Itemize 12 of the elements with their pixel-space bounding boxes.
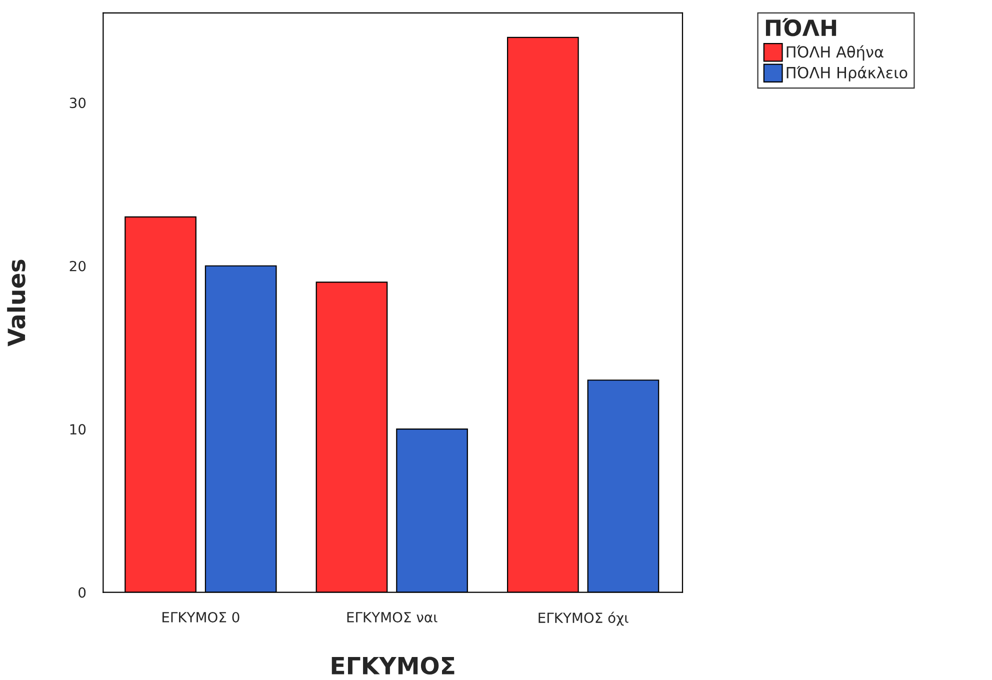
legend-label: ΠΌΛΗ Αθήνα [786,45,884,61]
x-axis-title: ΕΓΚΥΜΟΣ [332,656,454,675]
y-tick-label: 10 [70,424,86,435]
y-tick-label: 20 [70,260,86,272]
x-tick-label: ΕΓΚΥΜΟΣ 0 [162,612,240,622]
legend-label: ΠΌΛΗ Ηράκλειο [786,66,908,82]
x-tick-label: ΕΓΚΥΜΟΣ ναι [347,612,438,622]
y-tick-label: 0 [78,587,86,598]
legend-title: ΠΌΛΗ [766,18,836,36]
y-axis-title: Values [7,260,26,346]
x-tick-label: ΕΓΚΥΜΟΣ όχι [538,612,628,626]
y-tick-label: 30 [70,98,86,108]
